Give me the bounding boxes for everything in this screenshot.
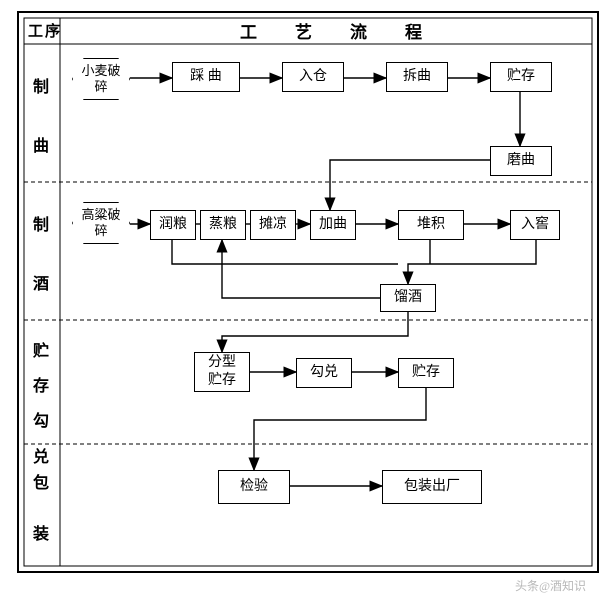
node-c6: 入窖 [510,210,560,240]
arrow-5 [330,160,490,210]
arrow-15 [172,240,398,264]
arrow-12 [408,240,536,284]
node-c7: 馏酒 [380,284,436,312]
node-b3: 拆曲 [386,62,448,92]
watermark: 头条@酒知识 [515,577,586,594]
header-left-label: 工序 [28,20,62,41]
arrow-19 [254,388,426,470]
header-title: 工艺流程 [150,18,550,43]
section-label-s1: 制曲 [30,58,52,176]
node-b5: 磨曲 [490,146,552,176]
node-b4: 贮存 [490,62,552,92]
node-d1: 分型贮存 [194,352,250,392]
node-c1: 润粮 [150,210,196,240]
arrow-16 [222,312,408,352]
node-e2: 包装出厂 [382,470,482,504]
node-d3: 贮存 [398,358,454,388]
section-label-s3: 贮存勾兑 [30,334,52,438]
node-c4: 加曲 [310,210,356,240]
arrow-14 [222,240,380,298]
node-h2: 高粱破碎 [72,202,130,244]
node-d2: 勾兑 [296,358,352,388]
node-c2: 蒸粮 [200,210,246,240]
section-label-s2: 制酒 [30,196,52,314]
node-e1: 检验 [218,470,290,504]
node-b2: 入仓 [282,62,344,92]
node-h1: 小麦破碎 [72,58,130,100]
node-b1: 踩 曲 [172,62,240,92]
node-c5: 堆积 [398,210,464,240]
node-c3: 摊凉 [250,210,296,240]
section-label-s4: 包装 [30,458,52,560]
